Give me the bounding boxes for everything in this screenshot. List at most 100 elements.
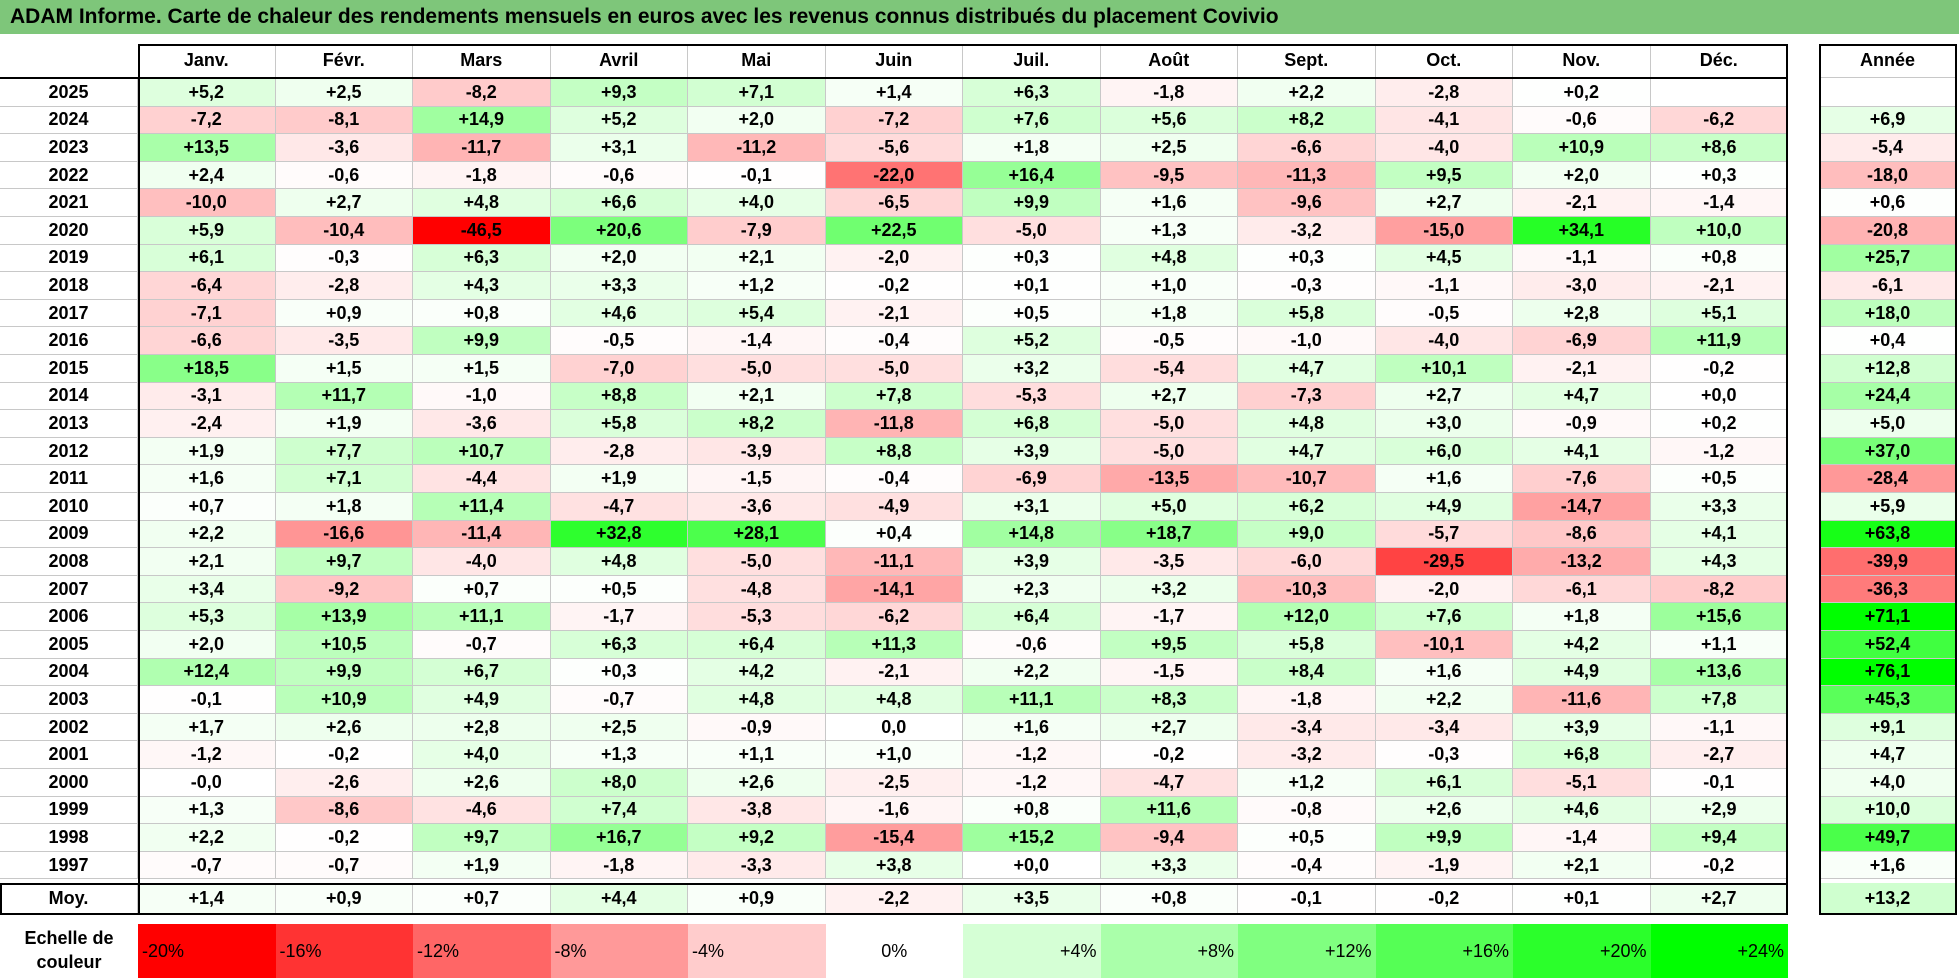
- heatmap-cell: -7,3: [1238, 382, 1376, 411]
- heatmap-cell: +8,3: [1100, 686, 1238, 714]
- heatmap-cell: +0,2: [1513, 79, 1651, 107]
- heatmap-cell: +0,7: [413, 575, 551, 604]
- heatmap-cell: -0,6: [275, 161, 413, 190]
- heatmap-cell: +18,7: [1100, 520, 1238, 549]
- annual-cell: +5,9: [1819, 493, 1957, 521]
- heatmap-cell: +6,4: [688, 631, 826, 659]
- heatmap-cell: +6,8: [963, 410, 1101, 438]
- heatmap-cell: +2,1: [688, 382, 826, 411]
- heatmap-cell: -9,2: [275, 575, 413, 604]
- heatmap-cell: -0,4: [825, 465, 963, 493]
- heatmap-cell: -4,0: [1375, 134, 1513, 162]
- heatmap-cell: -4,9: [825, 493, 963, 521]
- heatmap-cell: +1,6: [1100, 189, 1238, 217]
- heatmap-cell: +7,7: [275, 437, 413, 466]
- heatmap-cell: -1,1: [1513, 244, 1651, 273]
- color-scale-step: 0%: [825, 924, 963, 978]
- heatmap-cell: +3,2: [1100, 575, 1238, 604]
- heatmap-cell: -2,8: [1375, 79, 1513, 107]
- heatmap-cell: +2,3: [963, 575, 1101, 604]
- annual-cell: +24,4: [1819, 382, 1957, 411]
- color-scale-label: Echelle de couleur: [24, 928, 114, 972]
- heatmap-cell: -7,9: [688, 217, 826, 245]
- heatmap-cell: +2,6: [688, 769, 826, 797]
- heatmap-cell: +2,5: [1100, 134, 1238, 162]
- heatmap-cell: +4,7: [1513, 382, 1651, 411]
- heatmap-cell: -11,7: [413, 134, 551, 162]
- annual-cell: -39,9: [1819, 548, 1957, 576]
- color-scale-step: -4%: [688, 924, 826, 978]
- heatmap-cell: +4,8: [550, 548, 688, 576]
- heatmap-cell: -2,1: [1513, 355, 1651, 383]
- heatmap-cell: -9,6: [1238, 189, 1376, 217]
- heatmap-cell: +2,6: [275, 713, 413, 742]
- heatmap-cell: +3,3: [550, 272, 688, 300]
- heatmap-cell: -46,5: [413, 217, 551, 245]
- heatmap-cell: -11,8: [825, 410, 963, 438]
- heatmap-cell: +10,9: [275, 686, 413, 714]
- heatmap-cell: -0,6: [963, 631, 1101, 659]
- month-header: Nov.: [1513, 44, 1651, 78]
- heatmap-cell: +1,2: [1238, 769, 1376, 797]
- heatmap-cell: -0,2: [1650, 851, 1788, 880]
- heatmap-cell: -4,1: [1375, 106, 1513, 135]
- heatmap-cell: +1,0: [825, 741, 963, 769]
- heatmap-cell: -22,0: [825, 161, 963, 190]
- heatmap-cell: -2,8: [550, 437, 688, 466]
- heatmap-cell: -5,0: [688, 355, 826, 383]
- month-header: Déc.: [1650, 44, 1788, 78]
- heatmap-cell: -3,0: [1513, 272, 1651, 300]
- heatmap-cell: +5,2: [138, 79, 276, 107]
- heatmap-cell: +0,4: [825, 520, 963, 549]
- chart-title: ADAM Informe. Carte de chaleur des rende…: [0, 0, 1959, 34]
- heatmap-cell: +7,8: [825, 382, 963, 411]
- heatmap-cell: +5,9: [138, 217, 276, 245]
- heatmap-cell: -29,5: [1375, 548, 1513, 576]
- heatmap-cell: -3,2: [1238, 217, 1376, 245]
- heatmap-cell: -0,6: [550, 161, 688, 190]
- heatmap-cell: -3,4: [1375, 713, 1513, 742]
- heatmap-cell: +14,9: [413, 106, 551, 135]
- average-cell: +0,9: [688, 883, 826, 916]
- heatmap-cell: +5,2: [963, 327, 1101, 355]
- heatmap-cell: -6,1: [1513, 575, 1651, 604]
- heatmap-cell: +0,5: [1238, 824, 1376, 852]
- heatmap-cell: +0,8: [413, 299, 551, 328]
- heatmap-cell: -1,2: [138, 741, 276, 769]
- heatmap-cell: -3,4: [1238, 713, 1376, 742]
- heatmap-cell: -0,6: [1513, 106, 1651, 135]
- heatmap-cell: +4,8: [1100, 244, 1238, 273]
- annual-cell: +49,7: [1819, 824, 1957, 852]
- heatmap-cell: -9,5: [1100, 161, 1238, 190]
- heatmap-cell: +18,5: [138, 355, 276, 383]
- average-label: Moy.: [0, 883, 138, 916]
- heatmap-cell: +6,1: [1375, 769, 1513, 797]
- heatmap-cell: +2,7: [1100, 713, 1238, 742]
- heatmap-cell: -3,6: [275, 134, 413, 162]
- heatmap-cell: +2,1: [1513, 851, 1651, 880]
- heatmap-cell: -6,2: [825, 603, 963, 631]
- average-cell: +0,1: [1513, 883, 1651, 916]
- annual-cell: +45,3: [1819, 686, 1957, 714]
- heatmap-cell: +8,8: [825, 437, 963, 466]
- heatmap-cell: -3,1: [138, 382, 276, 411]
- heatmap-cell: -4,0: [1375, 327, 1513, 355]
- heatmap-cell: -1,1: [1375, 272, 1513, 300]
- heatmap-cell: -0,7: [550, 686, 688, 714]
- heatmap-cell: +4,3: [1650, 548, 1788, 576]
- heatmap-cell: +0,3: [963, 244, 1101, 273]
- heatmap-cell: +1,3: [1100, 217, 1238, 245]
- heatmap-cell: +10,9: [1513, 134, 1651, 162]
- heatmap-cell: +4,6: [1513, 796, 1651, 825]
- month-header: Avril: [550, 44, 688, 78]
- annual-cell: +4,0: [1819, 769, 1957, 797]
- year-label: 2010: [0, 493, 138, 521]
- heatmap-cell: +4,9: [1375, 493, 1513, 521]
- heatmap-cell: +9,4: [1650, 824, 1788, 852]
- heatmap-cell: -16,6: [275, 520, 413, 549]
- heatmap-cell: -0,5: [550, 327, 688, 355]
- color-scale-step: +20%: [1513, 924, 1651, 978]
- heatmap-cell: -7,2: [138, 106, 276, 135]
- annual-cell: +9,1: [1819, 713, 1957, 742]
- heatmap-cell: +4,0: [413, 741, 551, 769]
